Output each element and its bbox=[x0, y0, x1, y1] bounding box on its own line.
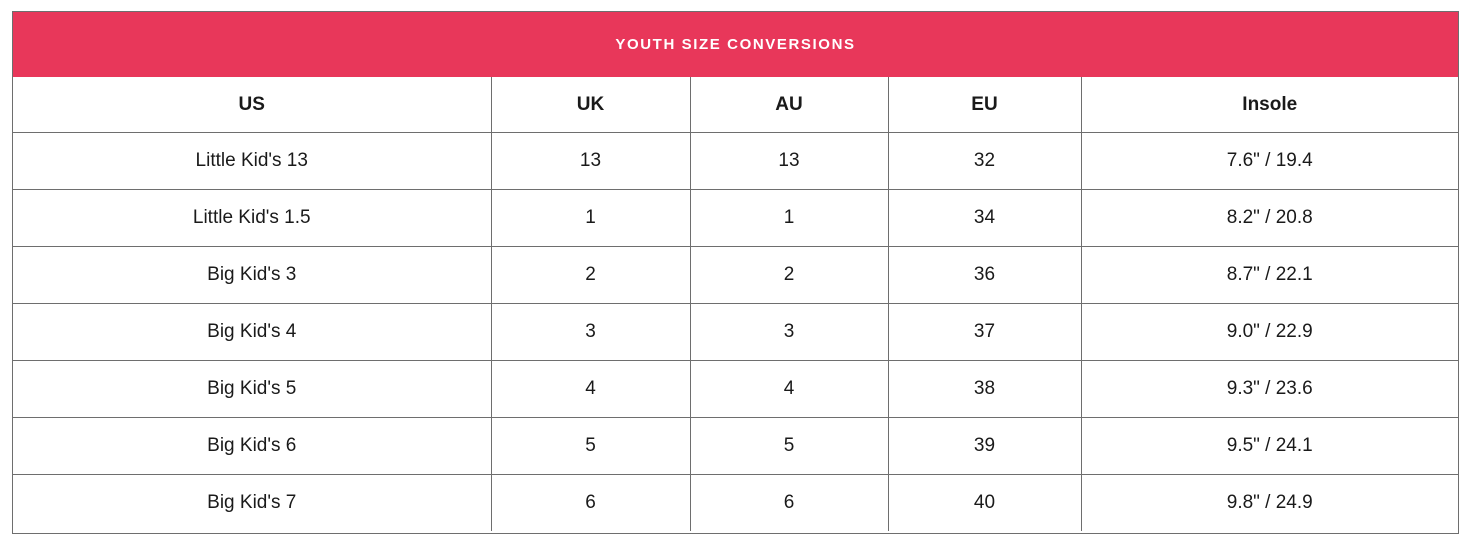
cell-eu: 37 bbox=[888, 303, 1082, 361]
cell-uk: 2 bbox=[491, 246, 691, 304]
table-row: Big Kid's 4 3 3 37 9.0" / 22.9 bbox=[13, 303, 1458, 361]
cell-au: 2 bbox=[690, 246, 889, 304]
cell-uk: 6 bbox=[491, 474, 691, 531]
cell-au: 3 bbox=[690, 303, 889, 361]
cell-insole: 9.5" / 24.1 bbox=[1081, 417, 1458, 475]
cell-au: 4 bbox=[690, 360, 889, 418]
table-row: Little Kid's 13 13 13 32 7.6" / 19.4 bbox=[13, 132, 1458, 190]
table-row: Big Kid's 3 2 2 36 8.7" / 22.1 bbox=[13, 246, 1458, 304]
cell-insole: 7.6" / 19.4 bbox=[1081, 132, 1458, 190]
cell-eu: 40 bbox=[888, 474, 1082, 531]
header-row: US UK AU EU Insole bbox=[13, 77, 1458, 133]
size-table: US UK AU EU Insole Little Kid's 13 13 13… bbox=[13, 77, 1458, 531]
cell-us: Big Kid's 4 bbox=[13, 303, 492, 361]
cell-eu: 39 bbox=[888, 417, 1082, 475]
cell-uk: 3 bbox=[491, 303, 691, 361]
table-row: Big Kid's 7 6 6 40 9.8" / 24.9 bbox=[13, 474, 1458, 531]
cell-insole: 8.2" / 20.8 bbox=[1081, 189, 1458, 247]
cell-uk: 13 bbox=[491, 132, 691, 190]
cell-us: Big Kid's 6 bbox=[13, 417, 492, 475]
cell-us: Little Kid's 13 bbox=[13, 132, 492, 190]
cell-eu: 38 bbox=[888, 360, 1082, 418]
header-us: US bbox=[13, 77, 492, 133]
cell-insole: 9.8" / 24.9 bbox=[1226, 492, 1313, 513]
chart-title: YOUTH SIZE CONVERSIONS bbox=[615, 35, 856, 53]
table-row: Big Kid's 6 5 5 39 9.5" / 24.1 bbox=[13, 417, 1458, 475]
cell-au: 5 bbox=[690, 417, 889, 475]
table-row: Big Kid's 5 4 4 38 9.3" / 23.6 bbox=[13, 360, 1458, 418]
cell-insole: 9.3" / 23.6 bbox=[1081, 360, 1458, 418]
header-insole: Insole bbox=[1081, 77, 1458, 133]
cell-insole: 8.7" / 22.1 bbox=[1081, 246, 1458, 304]
size-conversion-chart: YOUTH SIZE CONVERSIONS US UK AU EU Insol… bbox=[12, 11, 1459, 534]
cell-insole: 9.0" / 22.9 bbox=[1081, 303, 1458, 361]
cell-eu: 32 bbox=[888, 132, 1082, 190]
header-uk: UK bbox=[491, 77, 691, 133]
cell-eu: 36 bbox=[888, 246, 1082, 304]
table-row: Little Kid's 1.5 1 1 34 8.2" / 20.8 bbox=[13, 189, 1458, 247]
cell-au: 13 bbox=[690, 132, 889, 190]
cell-us: Big Kid's 3 bbox=[13, 246, 492, 304]
cell-uk: 5 bbox=[491, 417, 691, 475]
cell-us: Big Kid's 5 bbox=[13, 360, 492, 418]
cell-us: Big Kid's 7 bbox=[13, 474, 492, 531]
header-eu: EU bbox=[888, 77, 1082, 133]
cell-uk: 4 bbox=[491, 360, 691, 418]
cell-au: 1 bbox=[690, 189, 889, 247]
cell-eu: 34 bbox=[888, 189, 1082, 247]
header-au: AU bbox=[690, 77, 889, 133]
cell-au: 6 bbox=[690, 474, 889, 531]
cell-us: Little Kid's 1.5 bbox=[13, 189, 492, 247]
title-banner: YOUTH SIZE CONVERSIONS bbox=[13, 12, 1458, 77]
cell-uk: 1 bbox=[491, 189, 691, 247]
